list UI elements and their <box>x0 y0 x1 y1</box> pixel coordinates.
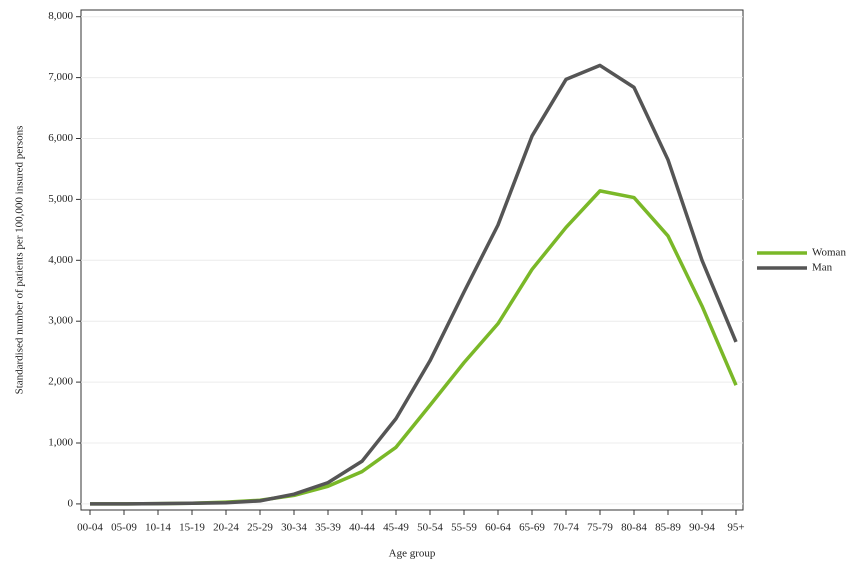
x-tick-label: 60-64 <box>485 522 511 534</box>
x-tick-label: 55-59 <box>451 522 477 534</box>
x-tick-label: 40-44 <box>349 522 375 534</box>
legend-label: Man <box>812 262 833 274</box>
series-line <box>90 189 738 506</box>
x-tick-label: 05-09 <box>111 522 137 534</box>
x-tick-label: 20-24 <box>213 522 239 534</box>
x-tick-label: 35-39 <box>315 522 341 534</box>
x-tick-label: 75-79 <box>587 522 613 534</box>
series-line <box>90 63 738 506</box>
x-tick-label: 85-89 <box>655 522 681 534</box>
y-tick-label: 5,000 <box>48 193 73 205</box>
y-tick-label: 3,000 <box>48 315 73 327</box>
y-tick-label: 1,000 <box>48 437 73 449</box>
x-tick-label: 95+ <box>727 522 744 534</box>
y-tick-label: 0 <box>68 497 74 509</box>
y-tick-label: 4,000 <box>48 254 73 266</box>
x-tick-label: 90-94 <box>689 522 715 534</box>
x-tick-label: 70-74 <box>553 522 579 534</box>
x-axis-label: Age group <box>389 548 436 560</box>
x-tick-label: 50-54 <box>417 522 443 534</box>
y-tick-label: 2,000 <box>48 376 73 388</box>
y-tick-label: 7,000 <box>48 71 73 83</box>
x-tick-label: 65-69 <box>519 522 545 534</box>
x-tick-label: 25-29 <box>247 522 273 534</box>
x-tick-label: 30-34 <box>281 522 307 534</box>
legend-label: Woman <box>812 247 846 259</box>
x-tick-label: 00-04 <box>77 522 103 534</box>
x-tick-label: 80-84 <box>621 522 647 534</box>
x-tick-label: 10-14 <box>145 522 171 534</box>
y-axis-label: Standardised number of patients per 100,… <box>14 126 26 395</box>
x-tick-label: 45-49 <box>383 522 409 534</box>
x-tick-label: 15-19 <box>179 522 205 534</box>
y-tick-label: 6,000 <box>48 132 73 144</box>
y-tick-label: 8,000 <box>48 10 73 22</box>
